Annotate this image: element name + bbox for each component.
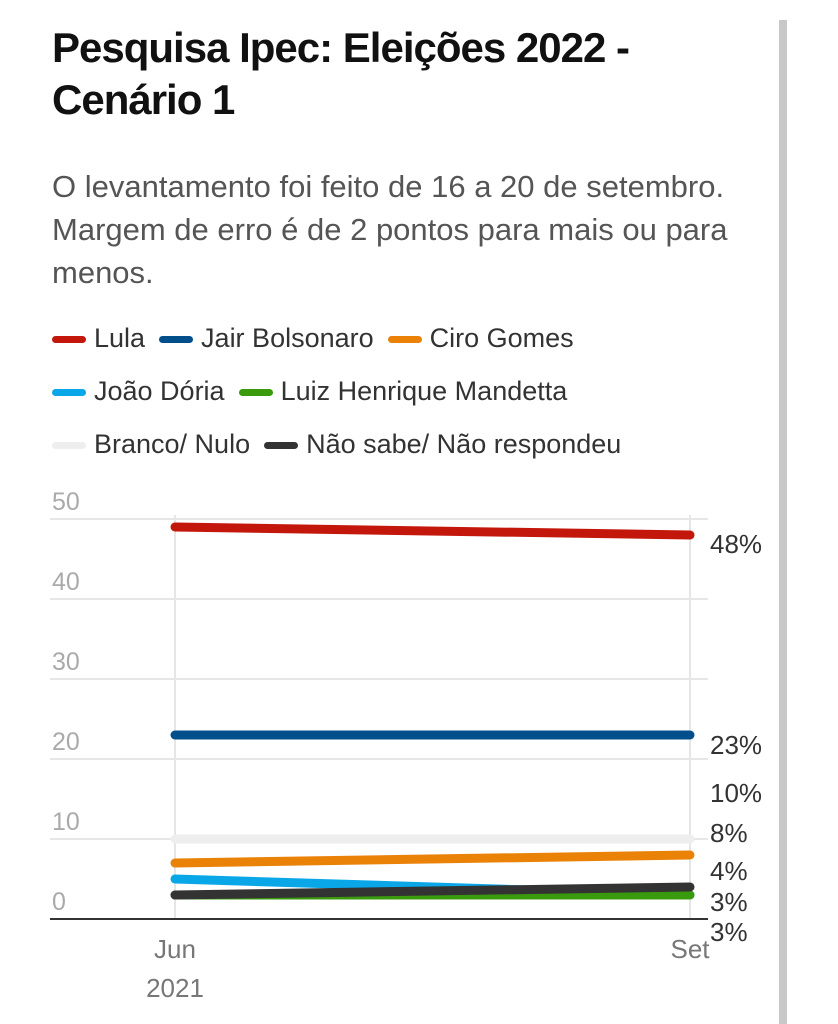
chart-subtitle: O levantamento foi feito de 16 a 20 de s… (52, 169, 728, 290)
legend-row: Lula Jair Bolsonaro Ciro Gomes (52, 312, 772, 365)
legend-label: Jair Bolsonaro (201, 323, 374, 353)
legend-label: Não sabe/ Não respondeu (306, 429, 622, 459)
x-tick-label: Jun (154, 934, 196, 964)
legend-label: Branco/ Nulo (94, 429, 251, 459)
chart-title: Pesquisa Ipec: Eleições 2022 - Cenário 1 (52, 24, 630, 123)
legend-swatch (52, 336, 86, 344)
legend-item: Jair Bolsonaro (159, 312, 374, 365)
end-value-label: 10% (710, 778, 762, 808)
scrollbar[interactable] (779, 20, 787, 1024)
legend-swatch (52, 442, 86, 450)
legend-item: Ciro Gomes (387, 312, 574, 365)
legend-swatch (159, 336, 194, 344)
legend-swatch (238, 389, 273, 397)
y-tick-label: 50 (52, 488, 80, 516)
legend-item: Não sabe/ Não respondeu (264, 418, 621, 471)
legend-label: Ciro Gomes (429, 323, 574, 353)
y-tick-label: 0 (52, 888, 66, 916)
series-line-lula (170, 522, 695, 540)
y-tick-label: 10 (52, 808, 80, 836)
legend-item: João Dória (52, 365, 225, 418)
y-tick-label: 40 (52, 568, 80, 596)
legend-swatch (52, 389, 86, 397)
end-value-label: 48% (710, 529, 762, 559)
legend-swatch (264, 442, 299, 450)
legend-item: Luiz Henrique Mandetta (238, 365, 568, 418)
series-line-ciro-gomes (170, 850, 695, 868)
series-line-n-o-sabe-n-o-respondeu (170, 882, 695, 900)
x-tick-sublabel: 2021 (146, 973, 204, 1003)
end-value-label: 23% (710, 730, 762, 760)
legend-item: Lula (52, 312, 145, 365)
x-tick-label: Set (670, 934, 710, 964)
y-tick-label: 20 (52, 728, 80, 756)
y-tick-label: 30 (52, 648, 80, 676)
end-value-label: 3% (710, 887, 748, 917)
end-value-label: 8% (710, 818, 748, 848)
legend-label: Lula (94, 323, 146, 353)
legend-item: Branco/ Nulo (52, 418, 250, 471)
legend-swatch (387, 336, 422, 344)
legend-row: Branco/ Nulo Não sabe/ Não respondeu (52, 418, 772, 471)
legend-row: João Dória Luiz Henrique Mandetta (52, 365, 772, 418)
legend-label: João Dória (94, 376, 225, 406)
legend: Lula Jair Bolsonaro Ciro Gomes João Dória Lu… (52, 312, 772, 471)
legend-label: Luiz Henrique Mandetta (280, 376, 568, 406)
end-value-label: 3% (710, 917, 748, 947)
end-value-label: 4% (710, 856, 748, 886)
